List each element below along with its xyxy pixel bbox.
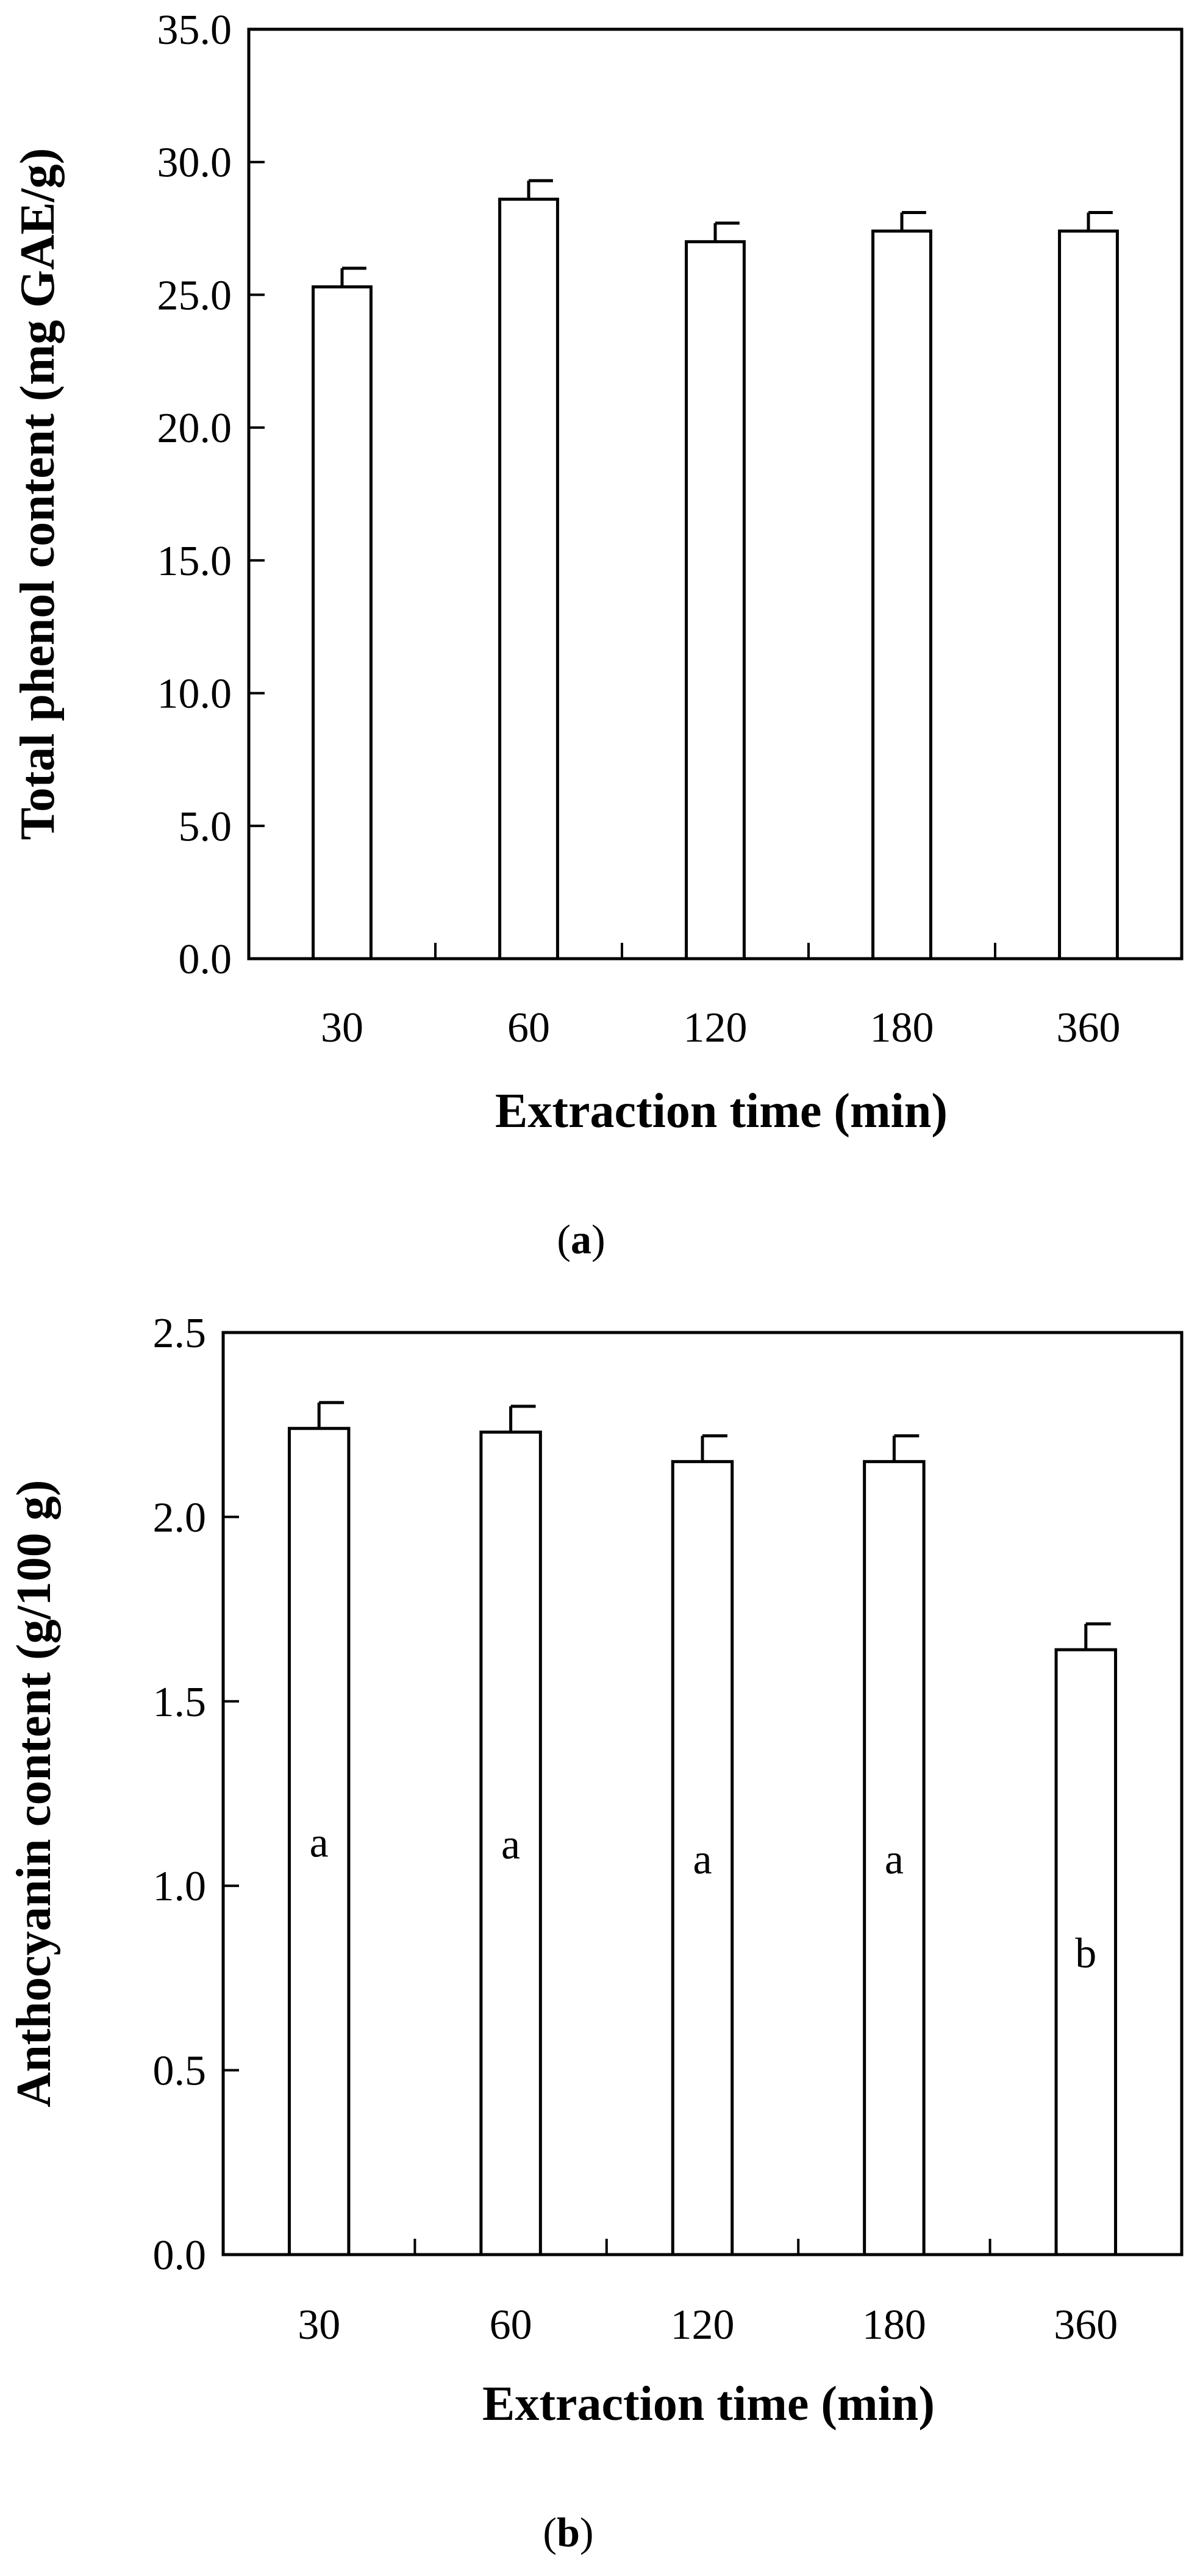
panel-b-y-axis-title: Anthocyanin content (g/100 g) (7, 1480, 61, 2108)
panel-a-y-axis-title: Total phenol content (mg GAE/g) (11, 148, 65, 840)
panel-a-y-tick-label: 5.0 (179, 803, 232, 850)
panel-b-panel-label-letter: b (557, 2509, 580, 2555)
panel-b-x-tick-label: 360 (1054, 2302, 1118, 2349)
panel-b-x-tick-label: 180 (862, 2302, 926, 2349)
panel-b-group-letter: a (310, 1820, 329, 1867)
panel-a-y-tick-label: 30.0 (157, 140, 232, 187)
panel-b-bar (1054, 1648, 1118, 2256)
panel-b-y-tick-label: 1.5 (153, 1679, 207, 1726)
panel-a-y-tick-label: 15.0 (157, 538, 232, 585)
panel-b-y-tick-label: 2.5 (153, 1310, 207, 1357)
panel-a-y-tick-label: 35.0 (157, 7, 232, 54)
panel-a-bar (498, 198, 559, 961)
panel-b-x-tick-label: 30 (298, 2302, 340, 2349)
panel-b-y-tick-label: 1.0 (153, 1863, 207, 1910)
panel-b-y-tick-label: 0.5 (153, 2048, 207, 2095)
panel-a-x-tick-label: 30 (321, 1004, 363, 1051)
panel-b-bar (287, 1426, 351, 2256)
panel-a-x-axis-title: Extraction time (min) (495, 1084, 948, 1138)
panel-a-y-tick-label: 0.0 (179, 936, 232, 983)
panel-a-y-tick-label: 25.0 (157, 272, 232, 319)
panel-b-x-tick-label: 60 (490, 2302, 532, 2349)
panel-a-panel-label-open: ( (557, 1216, 571, 1262)
panel-b-y-tick-label: 2.0 (153, 1494, 207, 1541)
panel-b-group-letter: a (693, 1836, 712, 1883)
panel-b-panel-label: (b) (543, 2509, 593, 2555)
panel-a-chart: 0.0 5.0 10.0 15.0 20.0 25.0 30.0 35.0 30 60 120 180… (11, 7, 1184, 1262)
panel-a-x-tick-label: 120 (684, 1004, 748, 1051)
panel-b-y-tick-label: 0.0 (153, 2232, 207, 2279)
panel-a-bar (871, 229, 932, 961)
panel-b-group-letter: a (885, 1836, 904, 1883)
panel-b-bar (671, 1460, 734, 2256)
panel-a-bar (1058, 229, 1119, 961)
panel-b-chart: 0.0 0.5 1.0 1.5 2.0 2.5 30 a 60 a 120 a 180 a 360 b Extr… (7, 1310, 1184, 2555)
panel-b-x-axis-title: Extraction time (min) (482, 2377, 935, 2431)
panel-a-bar (312, 285, 373, 961)
panel-a-panel-label-letter: a (571, 1216, 591, 1262)
panel-a-x-tick-label: 180 (870, 1004, 934, 1051)
panel-b-x-tick-label: 120 (671, 2302, 735, 2349)
panel-b-group-letter: b (1075, 1930, 1096, 1977)
panel-b-group-letter: a (501, 1822, 520, 1869)
panel-b-panel-label-open: ( (543, 2509, 557, 2555)
panel-b-panel-label-close: ) (580, 2509, 594, 2555)
panel-a-y-tick-label: 20.0 (157, 405, 232, 452)
panel-a-panel-label: (a) (557, 1216, 605, 1262)
panel-a-x-tick-label: 60 (507, 1004, 550, 1051)
panel-a-y-tick-label: 10.0 (157, 671, 232, 718)
panel-a-x-tick-label: 360 (1057, 1004, 1121, 1051)
panel-a-bar (685, 240, 746, 961)
panel-a-panel-label-close: ) (591, 1216, 605, 1262)
